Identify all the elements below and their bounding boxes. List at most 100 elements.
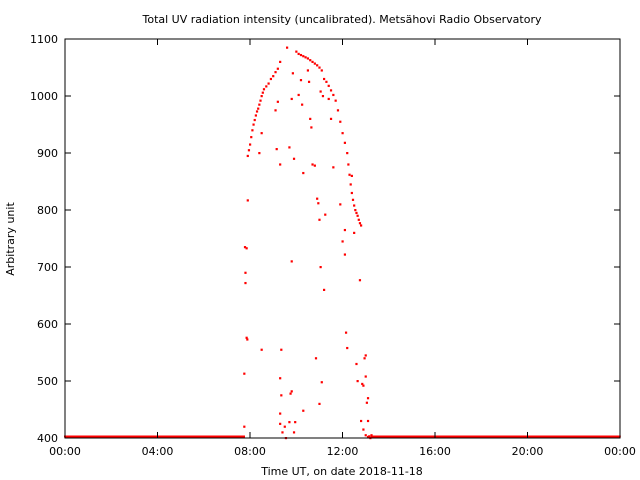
baseline-point xyxy=(155,435,158,438)
baseline-point xyxy=(578,435,581,438)
data-point xyxy=(339,120,342,123)
baseline-point xyxy=(534,435,537,438)
axes: 400 500 600 700 800 900 1000 1100 00:00 04:00 08:0… xyxy=(30,33,636,458)
baseline-point xyxy=(461,435,464,438)
baseline-point xyxy=(488,435,491,438)
data-point xyxy=(272,75,275,78)
baseline-point xyxy=(584,435,587,438)
data-point xyxy=(356,380,359,383)
baseline-point xyxy=(523,435,526,438)
baseline-point xyxy=(559,435,562,438)
x-axis-label: Time UT, on date 2018-11-18 xyxy=(260,465,423,478)
baseline-point xyxy=(108,435,111,438)
baseline-point xyxy=(553,435,556,438)
baseline-point xyxy=(105,435,108,438)
baseline-point xyxy=(466,435,469,438)
baseline-point xyxy=(506,435,509,438)
baseline-point xyxy=(541,435,544,438)
baseline-point xyxy=(585,435,588,438)
baseline-point xyxy=(144,435,147,438)
data-point xyxy=(368,435,371,438)
data-point xyxy=(355,362,358,366)
baseline-point xyxy=(195,435,198,438)
baseline-point xyxy=(159,435,162,438)
data-point xyxy=(344,331,348,334)
data-point xyxy=(294,421,297,424)
baseline-point xyxy=(82,435,85,438)
data-point xyxy=(323,288,326,291)
data-point xyxy=(319,266,322,269)
baseline-point xyxy=(150,435,153,438)
baseline-point xyxy=(158,435,161,438)
baseline-point xyxy=(413,435,416,438)
data-point xyxy=(253,118,256,122)
baseline-point xyxy=(571,435,574,438)
baseline-point xyxy=(72,435,75,438)
baseline-point xyxy=(471,435,474,438)
baseline-point xyxy=(204,435,207,438)
baseline-point xyxy=(84,435,87,438)
data-point xyxy=(316,64,319,67)
baseline-point xyxy=(187,435,190,438)
data-point xyxy=(283,425,286,428)
data-point xyxy=(360,419,363,423)
baseline-point xyxy=(442,435,445,438)
baseline-point xyxy=(91,435,94,438)
baseline-point xyxy=(407,435,410,438)
x-tick-label: 08:00 xyxy=(234,445,266,458)
baseline-point xyxy=(133,435,136,438)
data-point xyxy=(247,149,251,152)
data-point xyxy=(297,52,300,56)
chart-title: Total UV radiation intensity (uncalibrat… xyxy=(142,13,542,26)
baseline-point xyxy=(445,435,448,438)
baseline-point xyxy=(129,435,132,438)
data-point xyxy=(306,57,310,60)
baseline-point xyxy=(545,435,548,438)
baseline-point xyxy=(161,435,164,438)
baseline-point xyxy=(409,435,412,438)
data-point xyxy=(246,154,249,158)
baseline-point xyxy=(148,435,151,438)
data-point xyxy=(327,97,330,101)
data-point xyxy=(302,171,305,175)
data-point xyxy=(243,372,246,375)
baseline-point xyxy=(535,435,538,438)
data-point xyxy=(249,143,252,146)
data-point xyxy=(318,218,321,221)
baseline-point xyxy=(425,435,428,438)
baseline-point xyxy=(184,435,187,438)
baseline-point xyxy=(430,435,433,438)
baseline-point xyxy=(414,435,417,438)
data-point xyxy=(351,198,355,201)
data-point xyxy=(332,166,335,169)
baseline-point xyxy=(201,435,204,438)
data-point xyxy=(244,281,247,285)
baseline-point xyxy=(591,435,594,438)
baseline-point xyxy=(66,435,69,438)
baseline-point xyxy=(477,435,480,438)
baseline-point xyxy=(424,435,427,438)
baseline-point xyxy=(378,435,381,438)
baseline-point xyxy=(478,435,481,438)
baseline-point xyxy=(572,435,575,438)
data-point xyxy=(250,136,253,139)
data-point xyxy=(364,434,367,437)
baseline-point xyxy=(198,435,201,438)
baseline-point xyxy=(209,435,212,438)
baseline-point xyxy=(460,435,463,438)
baseline-point xyxy=(437,435,440,438)
data-point xyxy=(260,95,263,98)
data-point xyxy=(350,174,353,177)
baseline-point xyxy=(136,435,139,438)
data-point xyxy=(306,69,310,72)
baseline-point xyxy=(457,435,460,438)
baseline-point xyxy=(561,435,564,438)
baseline-point xyxy=(468,435,471,438)
baseline-point xyxy=(410,435,413,438)
baseline-point xyxy=(77,435,80,438)
baseline-point xyxy=(240,435,243,438)
y-tick-label: 900 xyxy=(37,147,58,160)
baseline-point xyxy=(162,435,165,438)
baseline-point xyxy=(104,435,107,438)
baseline-point xyxy=(489,435,492,438)
